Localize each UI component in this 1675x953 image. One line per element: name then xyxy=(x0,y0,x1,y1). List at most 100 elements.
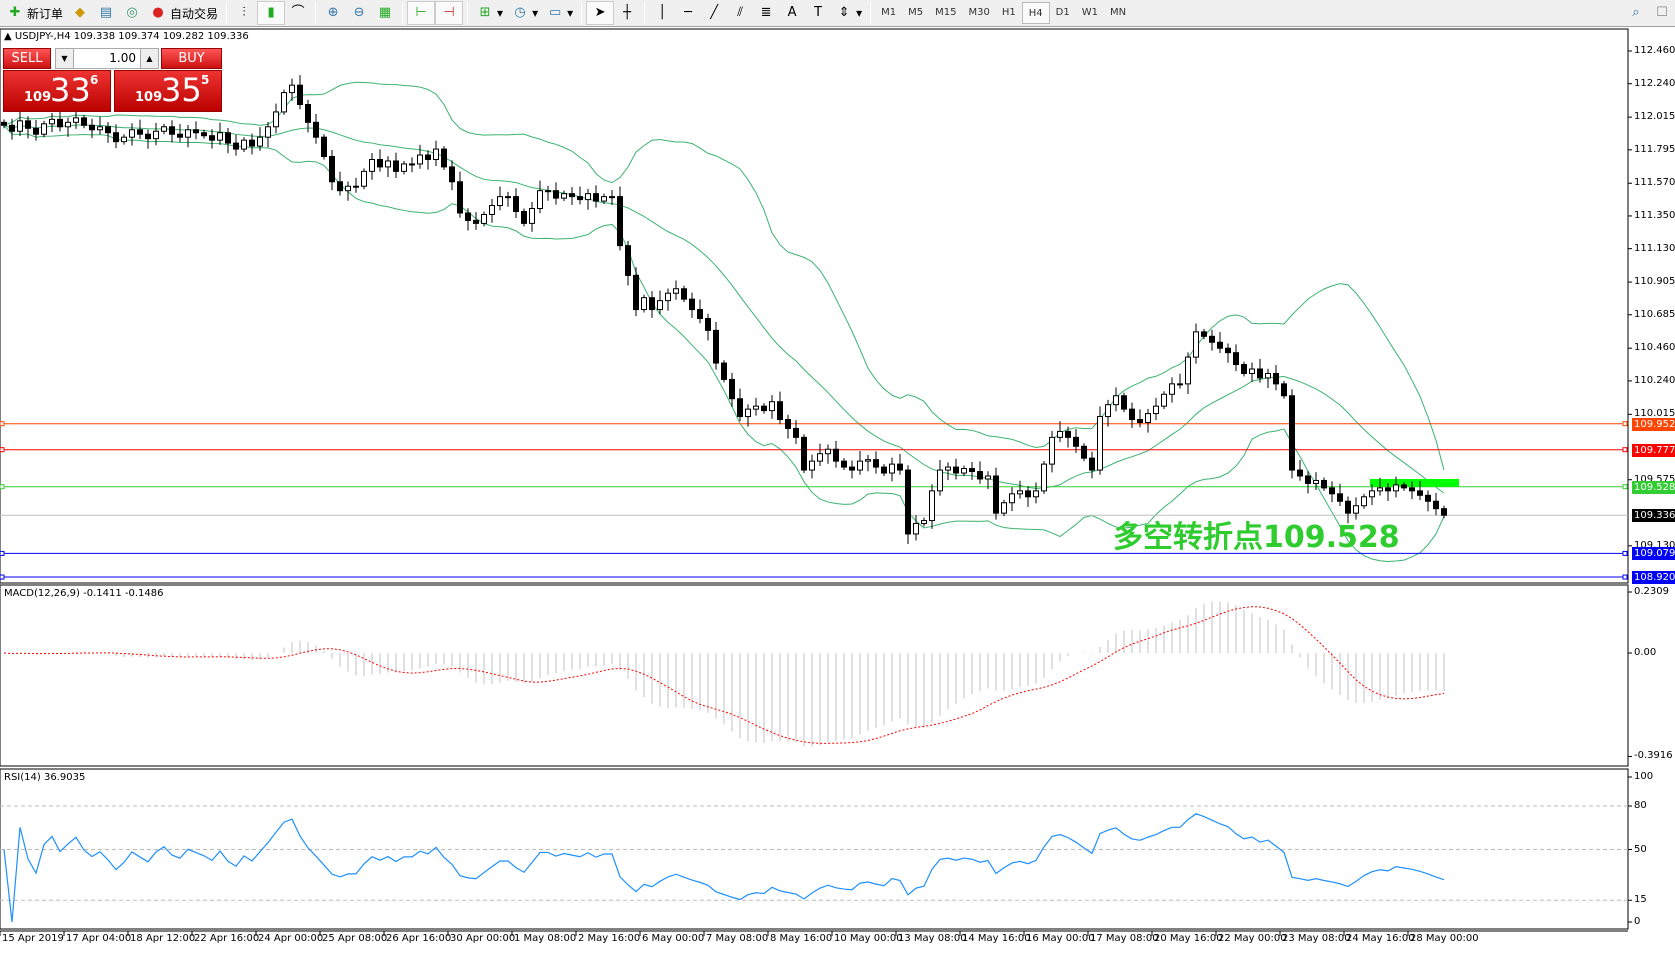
fibonacci-button[interactable]: ≣ xyxy=(753,1,779,25)
candle xyxy=(217,132,223,141)
candle xyxy=(1169,383,1175,395)
new-order-button[interactable]: ✚ 新订单 xyxy=(2,1,67,25)
candlestick-button[interactable]: ▮ xyxy=(257,1,286,25)
candle xyxy=(457,181,463,214)
signals-button[interactable]: ◎ xyxy=(119,1,145,25)
pivot-zone xyxy=(1370,478,1459,487)
time-tick-label: 1 May 08:00 xyxy=(514,933,577,944)
text-label-button[interactable]: T xyxy=(805,1,831,25)
equidistant-channel-button[interactable]: ⫽ xyxy=(727,1,753,25)
time-tick-label: 24 May 16:00 xyxy=(1346,933,1415,944)
line-chart-button[interactable]: ⌒ xyxy=(285,1,311,25)
candle xyxy=(105,126,111,134)
timeframe-h4[interactable]: H4 xyxy=(1021,2,1050,24)
candle xyxy=(201,132,207,137)
candle xyxy=(1337,493,1343,502)
candle xyxy=(1257,368,1263,379)
candle xyxy=(385,160,391,168)
time-tick-label: 7 May 08:00 xyxy=(706,933,769,944)
candle xyxy=(617,196,623,247)
search-button[interactable]: ⌕ xyxy=(1623,1,1649,25)
vertical-line-button[interactable]: │ xyxy=(649,1,675,25)
timeframe-m5[interactable]: M5 xyxy=(908,7,924,18)
candle xyxy=(1321,479,1327,489)
timeframe-d1[interactable]: D1 xyxy=(1055,7,1070,18)
candle xyxy=(849,466,855,471)
arrows-icon: ⇕ xyxy=(838,5,850,20)
bar-chart-button[interactable]: ⫶ xyxy=(231,1,257,25)
candle xyxy=(1137,419,1143,424)
templates-button[interactable]: ▭ ▾ xyxy=(542,1,577,25)
candle xyxy=(353,185,359,188)
channel-icon: ⫽ xyxy=(737,5,744,20)
bar-chart-icon: ⫶ xyxy=(242,5,246,20)
buy-button[interactable]: BUY xyxy=(161,48,222,69)
candle xyxy=(665,292,671,302)
periods-button[interactable]: ◷ ▾ xyxy=(507,1,542,25)
horizontal-line-button[interactable]: ─ xyxy=(675,1,701,25)
macd-label: MACD(12,26,9) -0.1411 -0.1486 xyxy=(4,588,164,599)
lot-decrease-icon[interactable]: ▼ xyxy=(56,49,74,68)
chart-canvas[interactable] xyxy=(0,28,1675,953)
auto-trading-icon: ● xyxy=(152,5,164,20)
zoom-in-icon: ⊕ xyxy=(327,5,339,20)
candle xyxy=(537,190,543,210)
arrows-button[interactable]: ⇕ ▾ xyxy=(831,1,866,25)
chart-shift-button[interactable]: ⊣ xyxy=(435,1,464,25)
price-tick-label: 110.015 xyxy=(1634,408,1675,420)
buy-price[interactable]: 109 35 5 xyxy=(114,70,222,112)
time-tick-label: 22 May 00:00 xyxy=(1218,933,1287,944)
signal-icon: ◎ xyxy=(126,5,138,20)
candle xyxy=(1,121,7,126)
database-icon: ▤ xyxy=(99,5,113,20)
text-button[interactable]: A xyxy=(779,1,805,25)
lot-size-input[interactable]: 1.00 xyxy=(109,51,136,65)
sell-button[interactable]: SELL xyxy=(3,48,51,69)
timeframe-m1[interactable]: M1 xyxy=(881,7,897,18)
lot-size-stepper[interactable]: ▼ 1.00 ▲ xyxy=(55,48,159,69)
candle xyxy=(873,459,879,468)
timeframe-m15[interactable]: M15 xyxy=(935,7,957,18)
zoom-in-button[interactable]: ⊕ xyxy=(320,1,346,25)
one-click-trading-panel: SELL ▼ 1.00 ▲ BUY 109 33 6 109 35 5 xyxy=(3,48,222,112)
time-tick-label: 17 Apr 04:00 xyxy=(66,933,132,944)
line-anchor xyxy=(1622,550,1628,556)
auto-trading-button[interactable]: ● 自动交易 xyxy=(145,1,222,25)
time-tick-label: 22 Apr 16:00 xyxy=(194,933,260,944)
lot-increase-icon[interactable]: ▲ xyxy=(140,49,158,68)
chat-button[interactable]: ☐ xyxy=(1649,1,1675,25)
crosshair-button[interactable]: ┼ xyxy=(614,1,640,25)
candle xyxy=(433,148,439,160)
candle xyxy=(545,190,551,193)
timeframe-m30[interactable]: M30 xyxy=(968,7,990,18)
history-button[interactable]: ▤ xyxy=(93,1,119,25)
candle xyxy=(473,219,479,224)
autoscroll-button[interactable]: ⊢ xyxy=(407,1,436,25)
candle xyxy=(1209,335,1215,343)
candle xyxy=(1297,469,1303,477)
line-anchor xyxy=(1622,447,1628,453)
candle xyxy=(729,378,735,400)
candle xyxy=(921,520,927,525)
bollinger-band-l xyxy=(3,124,1445,562)
timeframe-h1[interactable]: H1 xyxy=(1001,7,1016,18)
candle xyxy=(1225,347,1231,354)
candle xyxy=(1393,484,1399,492)
sell-price[interactable]: 109 33 6 xyxy=(3,70,111,112)
cursor-button[interactable]: ➤ xyxy=(586,1,615,25)
trendline-button[interactable]: ╱ xyxy=(701,1,727,25)
candle xyxy=(265,126,271,138)
toolbar: ✚ 新订单 ◆ ▤ ◎ ● 自动交易 ⫶ ▮ ⌒ ⊕ ⊖ ▦ ⊢ ⊣ ⊞ ▾ ◷ ▾ ▭… xyxy=(0,0,1675,27)
price-line-label: 109.079 xyxy=(1632,547,1675,561)
candle xyxy=(753,405,759,410)
divider xyxy=(226,2,228,24)
indicators-button[interactable]: ⊞ ▾ xyxy=(472,1,507,25)
candle xyxy=(1377,487,1383,492)
tile-windows-button[interactable]: ▦ xyxy=(372,1,398,25)
timeframe-w1[interactable]: W1 xyxy=(1081,7,1098,18)
market-watch-button[interactable]: ◆ xyxy=(67,1,93,25)
price-line-label: 109.777 xyxy=(1632,443,1675,457)
zoom-out-button[interactable]: ⊖ xyxy=(346,1,372,25)
timeframe-mn[interactable]: MN xyxy=(1109,7,1127,18)
candle xyxy=(841,460,847,468)
